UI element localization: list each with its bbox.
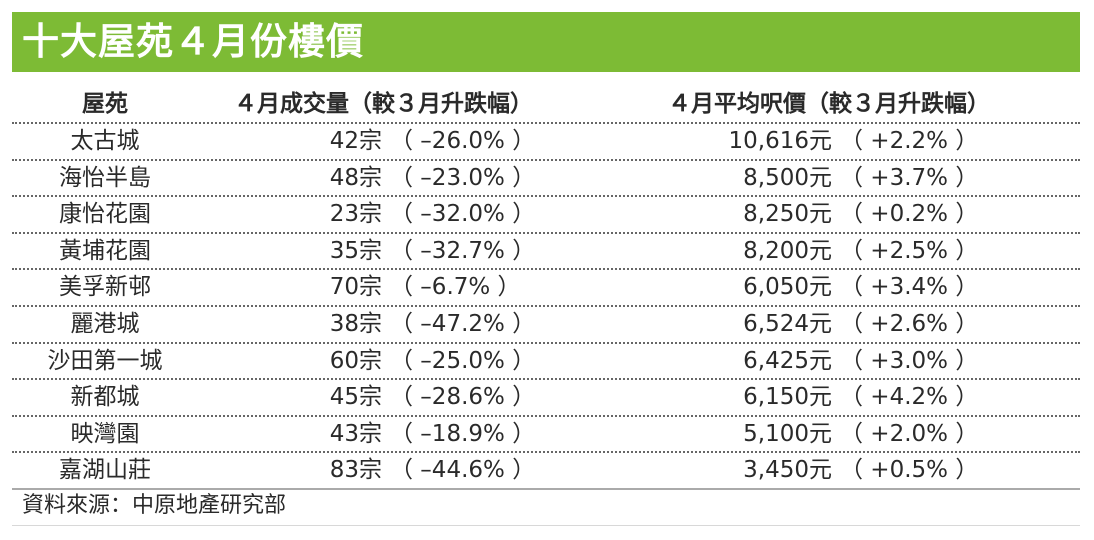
estate-name: 美孚新邨 xyxy=(59,274,151,301)
table-row: 海怡半島 48宗 （ –23.0% ） 8,500元 （ +3.7% ） xyxy=(12,161,1080,198)
price-change: （ +3.0% ） xyxy=(840,347,979,374)
price-value: 6,050元 xyxy=(743,274,832,301)
volume-change: （ –25.0% ） xyxy=(390,347,536,374)
table-row: 嘉湖山莊 83宗 （ –44.6% ） 3,450元 （ +0.5% ） xyxy=(12,453,1080,490)
volume-value: 35宗 xyxy=(329,237,382,264)
table-row: 太古城 42宗 （ –26.0% ） 10,616元 （ +2.2% ） xyxy=(12,124,1080,161)
volume-value: 45宗 xyxy=(329,384,382,411)
price-value: 8,200元 xyxy=(743,237,832,264)
volume-value: 70宗 xyxy=(329,274,382,301)
volume-change: （ –23.0% ） xyxy=(390,164,536,191)
price-change: （ +2.0% ） xyxy=(840,420,979,447)
volume-value: 60宗 xyxy=(329,347,382,374)
title-bar: 十大屋苑４月份樓價 xyxy=(12,12,1080,72)
price-value: 6,524元 xyxy=(743,310,832,337)
volume-change: （ –28.6% ） xyxy=(390,384,536,411)
price-value: 6,150元 xyxy=(743,384,832,411)
source-note: 資料來源：中原地產研究部 xyxy=(22,493,287,518)
table-row: 新都城 45宗 （ –28.6% ） 6,150元 （ +4.2% ） xyxy=(12,380,1080,417)
volume-value: 23宗 xyxy=(329,201,382,228)
price-change: （ +4.2% ） xyxy=(840,384,979,411)
price-change: （ +0.5% ） xyxy=(840,457,979,484)
estate-name: 海怡半島 xyxy=(59,164,151,191)
table-row: 黃埔花園 35宗 （ –32.7% ） 8,200元 （ +2.5% ） xyxy=(12,234,1080,271)
price-value: 8,500元 xyxy=(743,164,832,191)
price-change: （ +3.7% ） xyxy=(840,164,979,191)
table-row: 康怡花園 23宗 （ –32.0% ） 8,250元 （ +0.2% ） xyxy=(12,197,1080,234)
price-value: 8,250元 xyxy=(743,201,832,228)
estate-name: 映灣園 xyxy=(70,420,140,447)
estate-name: 新都城 xyxy=(70,384,140,411)
price-value: 5,100元 xyxy=(743,420,832,447)
header-volume: ４月成交量（較３月升跌幅） xyxy=(234,91,533,117)
volume-change: （ –18.9% ） xyxy=(390,420,536,447)
volume-change: （ –47.2% ） xyxy=(390,310,536,337)
table-header: 屋苑 ４月成交量（較３月升跌幅） ４月平均呎價（較３月升跌幅） xyxy=(12,86,1080,124)
estate-name: 麗港城 xyxy=(70,310,140,337)
page-title: 十大屋苑４月份樓價 xyxy=(22,20,364,63)
estate-name: 康怡花園 xyxy=(59,201,151,228)
price-change: （ +2.2% ） xyxy=(840,128,979,154)
volume-change: （ –32.7% ） xyxy=(390,237,536,264)
price-value: 6,425元 xyxy=(743,347,832,374)
price-change: （ +2.6% ） xyxy=(840,310,979,337)
header-estate: 屋苑 xyxy=(82,91,128,117)
table-body: 太古城 42宗 （ –26.0% ） 10,616元 （ +2.2% ） 海怡半島 48宗 （… xyxy=(12,124,1080,490)
estate-name: 太古城 xyxy=(70,128,140,154)
price-value: 10,616元 xyxy=(728,128,832,154)
header-price: ４月平均呎價（較３月升跌幅） xyxy=(668,91,990,117)
table-row: 沙田第一城 60宗 （ –25.0% ） 6,425元 （ +3.0% ） xyxy=(12,344,1080,381)
volume-value: 43宗 xyxy=(329,420,382,447)
volume-value: 42宗 xyxy=(329,128,382,154)
price-change: （ +0.2% ） xyxy=(840,201,979,228)
price-value: 3,450元 xyxy=(743,457,832,484)
price-change: （ +3.4% ） xyxy=(840,274,979,301)
volume-value: 38宗 xyxy=(329,310,382,337)
volume-change: （ –32.0% ） xyxy=(390,201,536,228)
table-row: 美孚新邨 70宗 （ –6.7% ） 6,050元 （ +3.4% ） xyxy=(12,270,1080,307)
volume-change: （ –6.7% ） xyxy=(390,274,521,301)
volume-change: （ –26.0% ） xyxy=(390,128,536,154)
table-row: 映灣園 43宗 （ –18.9% ） 5,100元 （ +2.0% ） xyxy=(12,417,1080,454)
bottom-divider xyxy=(12,525,1080,526)
price-change: （ +2.5% ） xyxy=(840,237,979,264)
estate-name: 黃埔花園 xyxy=(59,237,151,264)
volume-value: 48宗 xyxy=(329,164,382,191)
volume-change: （ –44.6% ） xyxy=(390,457,536,484)
volume-value: 83宗 xyxy=(329,457,382,484)
estate-name: 沙田第一城 xyxy=(47,347,163,374)
table-row: 麗港城 38宗 （ –47.2% ） 6,524元 （ +2.6% ） xyxy=(12,307,1080,344)
estate-name: 嘉湖山莊 xyxy=(59,457,151,484)
